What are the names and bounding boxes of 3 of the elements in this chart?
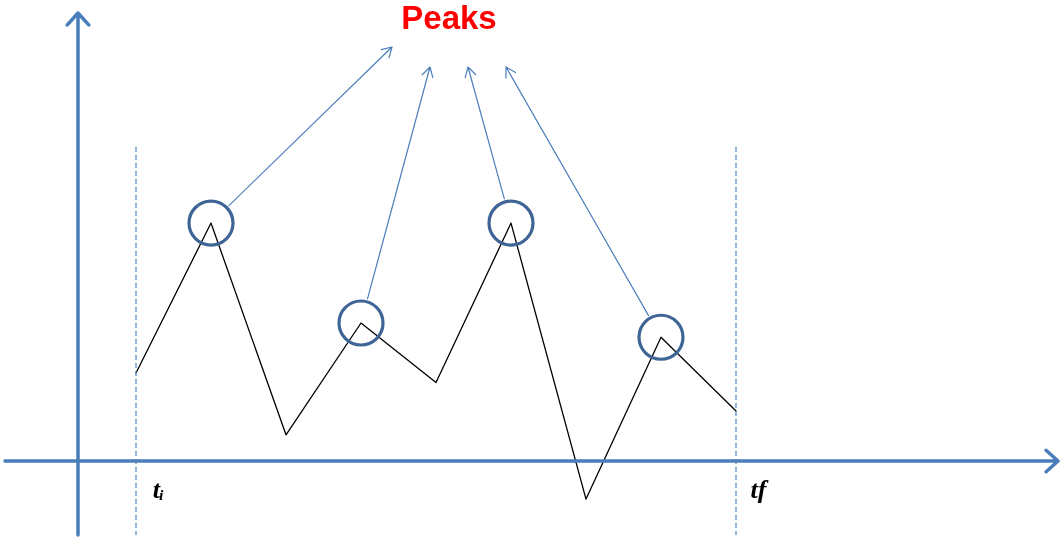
x-tick-label: tᵢ <box>152 475 165 505</box>
text: Peaks <box>401 0 497 36</box>
x-tick-label: tf <box>750 475 769 505</box>
